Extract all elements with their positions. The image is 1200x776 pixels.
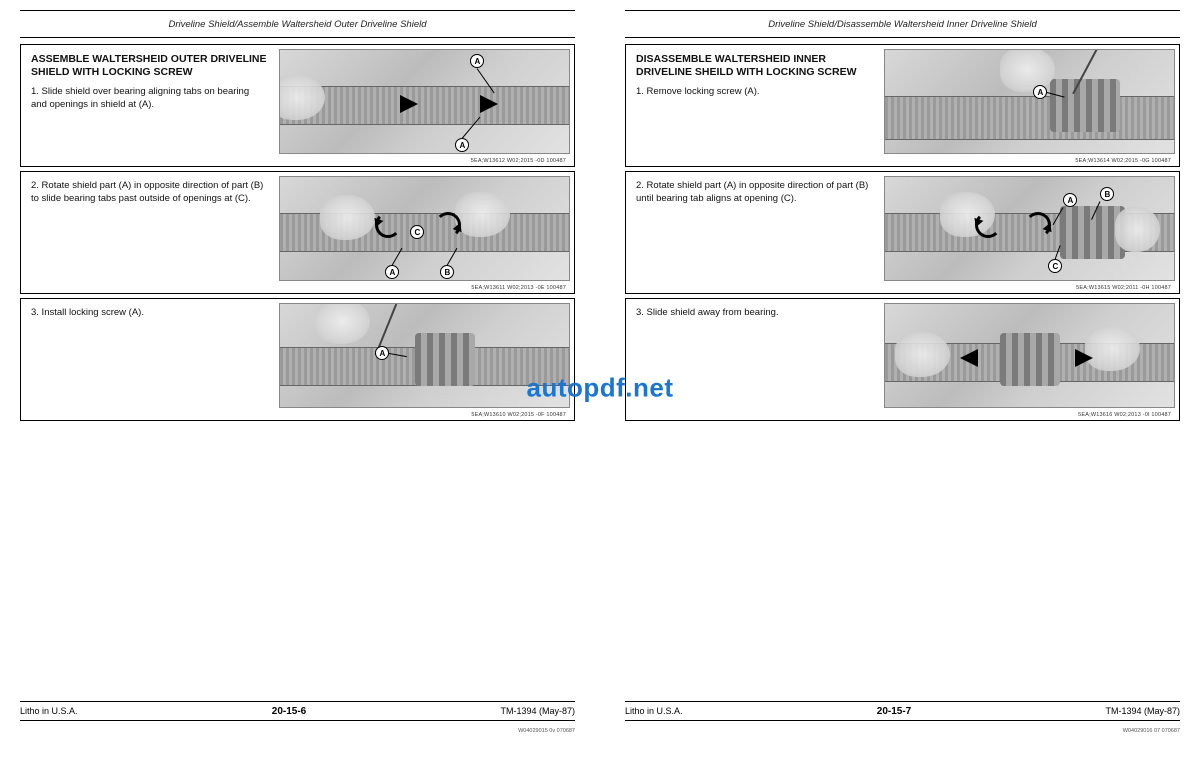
label-B: B [440, 265, 454, 279]
footer-litho: Litho in U.S.A. [20, 706, 78, 716]
step-image-col: A 5EA;W13610 W02;2015 -0F 100487 [275, 299, 574, 420]
label-C: C [1048, 259, 1062, 273]
step-text: 3. Slide shield away from bearing. [636, 307, 872, 320]
step-row: DISASSEMBLE WALTERSHEID INNER DRIVELINE … [625, 44, 1180, 167]
step-text: 3. Install locking screw (A). [31, 307, 267, 320]
image-code: 5EA;W13614 W02;2015 -0G 100487 [1075, 158, 1171, 164]
image-code: 5EA;W13616 W02;2013 -0I 100487 [1078, 412, 1171, 418]
label-A: A [455, 138, 469, 152]
step-figure: A B C [884, 176, 1175, 281]
image-code: 5EA;W13612 W02;2015 -0D 100487 [471, 158, 566, 164]
page-footer-left: Litho in U.S.A. 20-15-6 TM-1394 (May-87) [20, 701, 575, 721]
footer-page-num: 20-15-7 [877, 706, 911, 717]
step-image-col: A 5EA;W13614 W02;2015 -0G 100487 [880, 45, 1179, 166]
header-text: Driveline Shield/Assemble Waltersheid Ou… [168, 19, 426, 30]
label-A: A [1063, 193, 1077, 207]
page-header-left: Driveline Shield/Assemble Waltersheid Ou… [20, 10, 575, 38]
section-title: DISASSEMBLE WALTERSHEID INNER DRIVELINE … [636, 53, 872, 78]
label-A: A [385, 265, 399, 279]
step-text-col: 3. Slide shield away from bearing. [626, 299, 880, 420]
page-left: Driveline Shield/Assemble Waltersheid Ou… [0, 0, 595, 776]
page-footer-right: Litho in U.S.A. 20-15-7 TM-1394 (May-87) [625, 701, 1180, 721]
step-text: 1. Remove locking screw (A). [636, 86, 872, 99]
image-code: 5EA;W13611 W02;2013 -0E 100487 [471, 285, 566, 291]
step-figure: A [279, 303, 570, 408]
step-text: 2. Rotate shield part (A) in opposite di… [31, 180, 267, 206]
step-image-col: C A B 5EA;W13611 W02;2013 -0E 100487 [275, 172, 574, 293]
section-title: ASSEMBLE WALTERSHEID OUTER DRIVELINE SHI… [31, 53, 267, 78]
step-text-col: DISASSEMBLE WALTERSHEID INNER DRIVELINE … [626, 45, 880, 166]
step-text-col: 2. Rotate shield part (A) in opposite di… [626, 172, 880, 293]
manual-spread: Driveline Shield/Assemble Waltersheid Ou… [0, 0, 1200, 776]
step-figure: A A [279, 49, 570, 154]
step-row: 3. Install locking screw (A). A 5EA;W136… [20, 298, 575, 421]
label-A: A [470, 54, 484, 68]
step-image-col: A B C 5EA;W13615 W02;2011 -0H 100487 [880, 172, 1179, 293]
step-image-col: 5EA;W13616 W02;2013 -0I 100487 [880, 299, 1179, 420]
image-code: 5EA;W13610 W02;2015 -0F 100487 [471, 412, 566, 418]
step-figure: A [884, 49, 1175, 154]
footer-litho: Litho in U.S.A. [625, 706, 683, 716]
step-text: 2. Rotate shield part (A) in opposite di… [636, 180, 872, 206]
step-text-col: ASSEMBLE WALTERSHEID OUTER DRIVELINE SHI… [21, 45, 275, 166]
page-header-right: Driveline Shield/Disassemble Waltersheid… [625, 10, 1180, 38]
step-text: 1. Slide shield over bearing aligning ta… [31, 86, 267, 112]
step-text-col: 2. Rotate shield part (A) in opposite di… [21, 172, 275, 293]
step-text-col: 3. Install locking screw (A). [21, 299, 275, 420]
step-image-col: A A 5EA;W13612 W02;2015 -0D 100487 [275, 45, 574, 166]
image-code: 5EA;W13615 W02;2011 -0H 100487 [1076, 285, 1171, 291]
step-row: ASSEMBLE WALTERSHEID OUTER DRIVELINE SHI… [20, 44, 575, 167]
header-text: Driveline Shield/Disassemble Waltersheid… [768, 19, 1037, 30]
footer-tiny-code: W04029015 0v 070687 [518, 728, 575, 734]
footer-tiny-code: W04029016 07 070687 [1123, 728, 1180, 734]
footer-doc-ref: TM-1394 (May-87) [1105, 706, 1180, 716]
step-figure: C A B [279, 176, 570, 281]
step-figure [884, 303, 1175, 408]
footer-page-num: 20-15-6 [272, 706, 306, 717]
step-row: 2. Rotate shield part (A) in opposite di… [20, 171, 575, 294]
label-B: B [1100, 187, 1114, 201]
step-row: 3. Slide shield away from bearing. 5EA;W… [625, 298, 1180, 421]
footer-doc-ref: TM-1394 (May-87) [500, 706, 575, 716]
page-right: Driveline Shield/Disassemble Waltersheid… [605, 0, 1200, 776]
step-row: 2. Rotate shield part (A) in opposite di… [625, 171, 1180, 294]
